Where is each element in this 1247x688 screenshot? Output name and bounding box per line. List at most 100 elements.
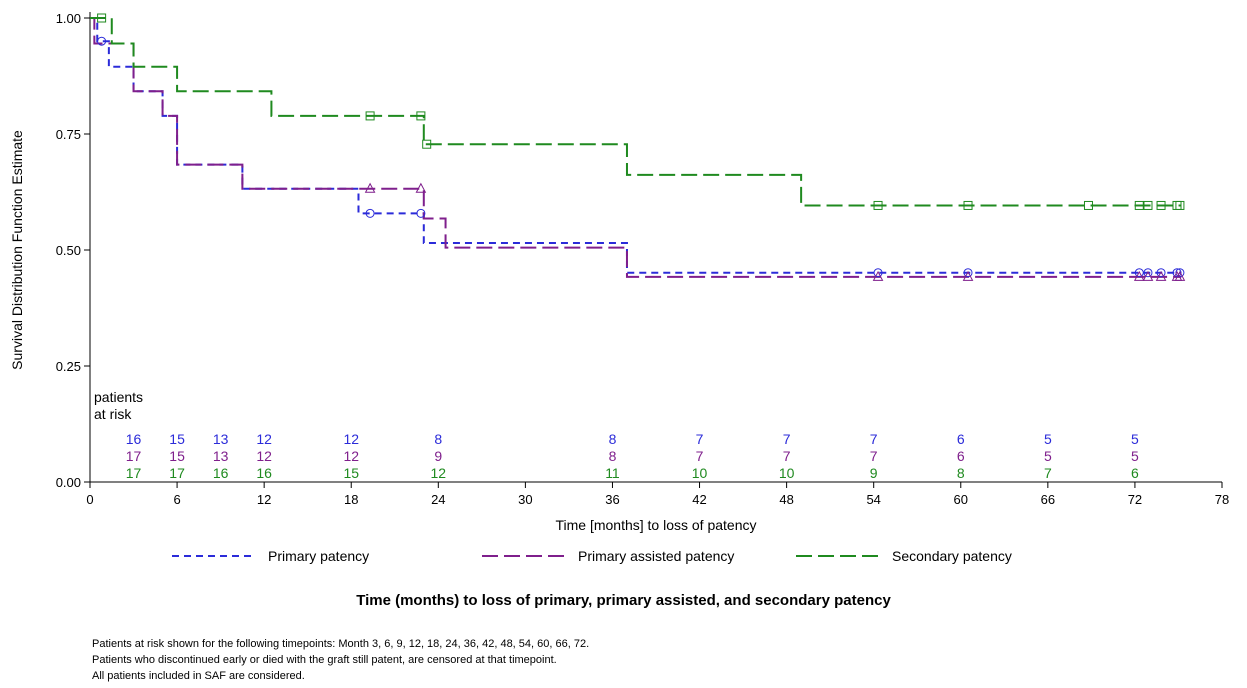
at-risk-count: 7 [696,448,704,464]
x-tick-label: 24 [431,492,445,507]
at-risk-count: 17 [126,465,142,481]
y-tick-label: 0.50 [56,243,81,258]
at-risk-count: 10 [692,465,708,481]
censor-mark [1083,200,1093,210]
censor-mark [872,270,884,281]
censor-mark [1134,268,1144,278]
at-risk-count: 5 [1131,431,1139,447]
at-risk-count: 5 [1131,448,1139,464]
at-risk-count: 8 [609,431,617,447]
footnote: Patients at risk shown for the following… [92,638,590,650]
at-risk-count: 11 [605,465,620,481]
y-tick-label: 0.75 [56,127,81,142]
censor-mark [963,268,973,278]
footnote: Patients who discontinued early or died … [92,654,557,666]
censor-mark [97,13,107,23]
censor-mark [1156,268,1166,278]
axes: 0 6 12 18 24 30 36 42 48 54 60 66 72 780.000.250.500.… [56,11,1230,507]
at-risk-count: 10 [779,465,795,481]
censor-mark [416,208,426,218]
at-risk-count: 15 [169,448,185,464]
legend-label: Secondary patency [892,548,1012,564]
x-tick-label: 42 [692,492,706,507]
at-risk-count: 12 [343,448,359,464]
censor-mark [873,268,883,278]
x-tick-label: 72 [1128,492,1142,507]
censor-mark [365,208,375,218]
censor-mark [365,111,375,121]
at-risk-count: 5 [1044,431,1052,447]
at-risk-count: 16 [126,431,142,447]
series-line [90,17,1182,274]
at-risk-count: 17 [169,465,185,481]
at-risk-count: 6 [1131,465,1139,481]
censor-mark [1174,270,1186,281]
y-tick-label: 0.00 [56,475,81,490]
censor-mark [1142,270,1154,281]
censor-mark [1156,200,1166,210]
at-risk-count: 8 [609,448,617,464]
x-axis-label: Time [months] to loss of patency [555,517,756,533]
x-tick-label: 0 [86,492,93,507]
y-tick-label: 1.00 [56,11,81,26]
censor-mark [364,182,376,193]
at-risk-count: 8 [434,431,442,447]
at-risk-count: 16 [256,465,272,481]
series-line [90,17,1182,207]
at-risk-count: 6 [957,448,965,464]
at-risk-count: 17 [126,448,142,464]
x-tick-label: 18 [344,492,358,507]
y-tick-label: 0.25 [56,359,81,374]
at-risk-count: 16 [213,465,229,481]
censor-mark [1143,200,1153,210]
footnote: All patients included in SAF are conside… [92,670,305,682]
at-risk-count: 12 [256,448,272,464]
y-axis-label: Survival Distribution Function Estimate [9,130,25,370]
figure-caption: Time (months) to loss of primary, primar… [356,592,891,609]
x-tick-label: 78 [1215,492,1229,507]
at-risk-count: 7 [870,448,878,464]
at-risk-label: at risk [94,406,132,422]
at-risk-count: 13 [213,431,229,447]
at-risk-count: 9 [870,465,878,481]
at-risk-count: 5 [1044,448,1052,464]
series-lines [90,17,1182,278]
at-risk-count: 12 [431,465,447,481]
x-tick-label: 6 [173,492,180,507]
x-tick-label: 60 [954,492,968,507]
at-risk-count: 7 [783,431,791,447]
at-risk-count: 15 [343,465,359,481]
censor-mark [1175,200,1185,210]
censor-mark [873,200,883,210]
censor-mark [962,270,974,281]
at-risk-count: 15 [169,431,185,447]
at-risk-count: 9 [434,448,442,464]
series-line [90,17,1182,278]
legend: Primary patency Primary assisted patency S… [172,548,1012,564]
at-risk-count: 7 [870,431,878,447]
x-tick-label: 30 [518,492,532,507]
at-risk-count: 7 [783,448,791,464]
x-tick-label: 66 [1041,492,1055,507]
censor-mark [1134,200,1144,210]
censor-mark [963,200,973,210]
at-risk-count: 6 [957,431,965,447]
x-tick-label: 48 [779,492,793,507]
footnotes: Patients at risk shown for the following… [92,636,589,684]
censor-marks [97,13,1186,281]
censor-mark [415,182,427,193]
at-risk-count: 8 [957,465,965,481]
censor-mark [416,111,426,121]
at-risk-count: 7 [696,431,704,447]
at-risk-label: patients [94,389,143,405]
x-tick-label: 36 [605,492,619,507]
censor-mark [1143,268,1153,278]
at-risk-count: 12 [343,431,359,447]
legend-label: Primary assisted patency [578,548,734,564]
censor-mark [1133,270,1145,281]
at-risk-count: 13 [213,448,229,464]
censor-mark [422,139,432,149]
survival-chart: 0 6 12 18 24 30 36 42 48 54 60 66 72 780.000.250.500.… [9,11,1230,564]
at-risk-count: 7 [1044,465,1052,481]
